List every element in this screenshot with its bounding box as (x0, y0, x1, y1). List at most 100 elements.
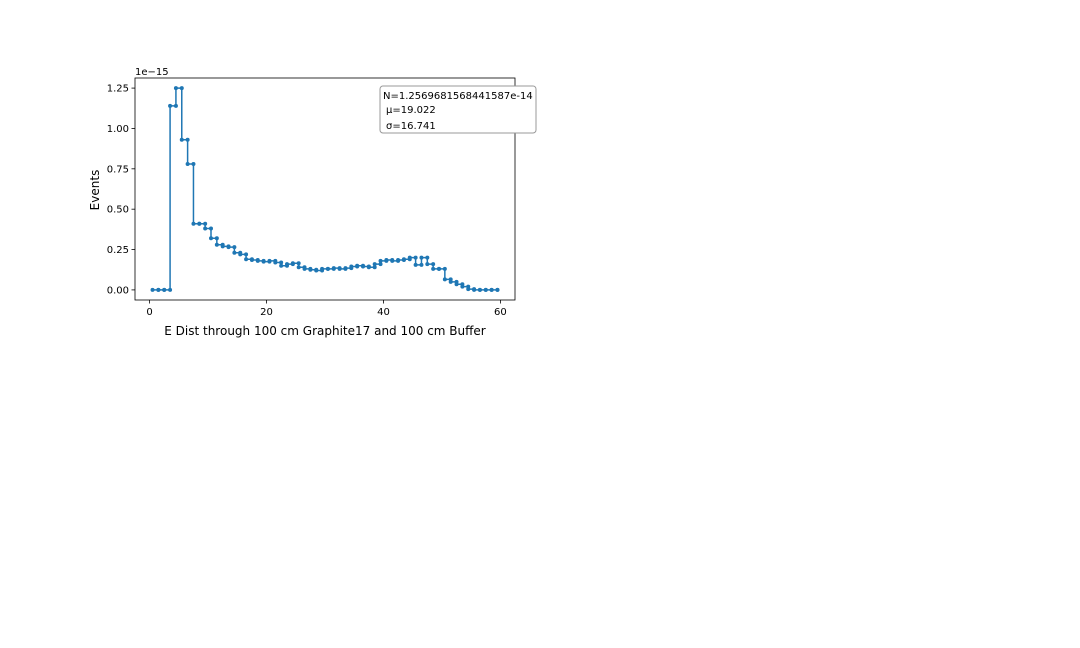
x-axis-title: E Dist through 100 cm Graphite17 and 100… (164, 324, 486, 338)
data-point (296, 265, 301, 270)
data-point (349, 264, 354, 269)
data-point (238, 252, 243, 257)
data-point (214, 242, 219, 247)
data-point (162, 287, 167, 292)
data-point (261, 259, 266, 264)
x-axis-ticks: 0 20 40 60 (146, 300, 507, 318)
data-point (366, 265, 371, 270)
data-point-step (209, 226, 213, 231)
data-point (466, 287, 471, 292)
data-point-step (203, 221, 208, 226)
data-point (185, 161, 190, 166)
plot-area (134, 77, 516, 301)
data-point (255, 258, 260, 263)
data-point-step (413, 255, 418, 260)
data-point (401, 257, 406, 262)
data-point (384, 258, 389, 263)
data-point-step (419, 262, 424, 267)
data-point (226, 245, 231, 250)
data-point (454, 282, 459, 287)
y-tick-label: 0.00 (107, 285, 129, 296)
data-point (232, 250, 237, 255)
data-point-step (378, 262, 383, 267)
data-point (372, 262, 377, 267)
data-point (448, 279, 453, 284)
stats-box: N=1.2569681568441587e-14 μ=19.022 σ=16.7… (379, 85, 537, 134)
stats-sigma: σ=16.741 (386, 121, 436, 132)
x-tick-label: 40 (377, 307, 390, 318)
data-point (302, 266, 307, 271)
data-point (325, 266, 330, 271)
y-offset-label: 1e−15 (135, 67, 169, 78)
data-point (273, 260, 278, 265)
data-point (203, 226, 208, 231)
data-point-step (232, 245, 237, 250)
data-point (285, 262, 289, 267)
data-point (179, 137, 184, 142)
data-point (279, 263, 284, 268)
data-point-step (431, 262, 436, 267)
data-point (425, 262, 430, 267)
data-point-step (425, 255, 430, 260)
data-point-step (191, 161, 196, 166)
y-tick-label: 0.50 (107, 205, 129, 216)
data-point (220, 244, 225, 249)
data-point (355, 263, 360, 268)
data-point (407, 255, 412, 260)
data-point (191, 221, 196, 226)
data-point (314, 268, 319, 273)
y-tick-label: 0.75 (107, 164, 129, 175)
data-point (437, 266, 441, 271)
data-point-step (442, 266, 447, 271)
data-point (173, 86, 178, 91)
stats-mu: μ=19.022 (386, 105, 436, 116)
stats-box-frame (379, 85, 537, 134)
data-point-step (372, 265, 377, 270)
data-point (390, 258, 395, 263)
data-point (489, 287, 494, 292)
data-point (477, 287, 482, 292)
data-point-step (244, 252, 249, 257)
data-point (197, 221, 202, 226)
data-point (244, 257, 249, 262)
y-tick-label: 1.00 (107, 124, 129, 135)
data-point-step (296, 261, 301, 266)
data-point (483, 287, 488, 292)
data-point (331, 266, 336, 271)
y-tick-label: 1.25 (107, 84, 129, 95)
data-point-step (179, 86, 184, 91)
data-point (249, 258, 254, 263)
data-point (442, 277, 447, 282)
data-point-step (214, 236, 219, 241)
data-point (460, 284, 465, 289)
data-point (267, 258, 272, 263)
data-point-step (279, 260, 284, 265)
series-layer (150, 86, 500, 292)
data-point (378, 258, 383, 263)
data-point (209, 236, 213, 241)
data-point (168, 103, 173, 108)
data-point (419, 255, 424, 260)
data-point-step (168, 287, 173, 292)
data-point (156, 287, 161, 292)
data-point (320, 266, 325, 271)
data-point (343, 266, 348, 271)
data-point (413, 262, 418, 267)
axes-frame (134, 77, 516, 301)
data-point (396, 258, 401, 263)
y-axis-title: Events (88, 170, 102, 211)
data-point-step (173, 103, 178, 108)
stats-n: N=1.2569681568441587e-14 (383, 91, 533, 102)
x-tick-label: 60 (494, 307, 507, 318)
y-tick-label: 0.25 (107, 245, 129, 256)
data-point (495, 287, 500, 292)
data-point (308, 267, 313, 272)
data-point-step (185, 137, 190, 142)
x-tick-label: 0 (146, 307, 152, 318)
y-axis-ticks: 0.00 0.25 0.50 0.75 1.00 1.25 (107, 84, 135, 296)
data-point (431, 266, 436, 271)
data-point (290, 261, 295, 266)
data-point (150, 287, 155, 292)
